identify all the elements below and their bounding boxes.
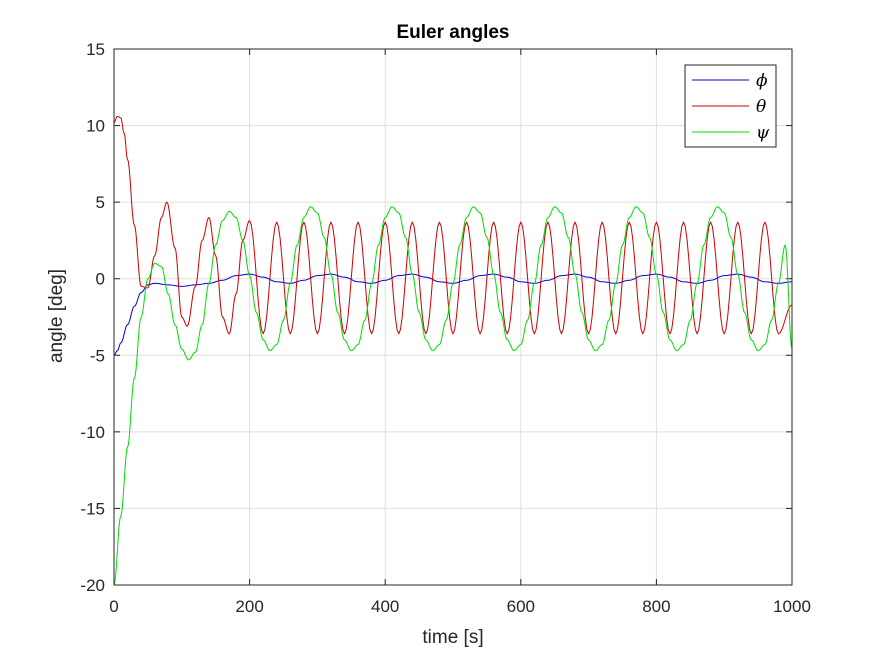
- legend: ϕθψ: [684, 64, 777, 148]
- x-tick-label: 800: [642, 597, 670, 616]
- y-tick-label: -20: [80, 576, 105, 595]
- y-tick-label: 5: [96, 193, 105, 212]
- y-tick-label: 15: [86, 40, 105, 59]
- series-line-psi: [113, 206, 793, 586]
- x-tick-label: 0: [109, 597, 118, 616]
- x-tick-label: 600: [507, 597, 535, 616]
- chart-title: Euler angles: [397, 22, 510, 43]
- y-tick-label: 0: [96, 270, 105, 289]
- series-line-phi: [113, 273, 793, 356]
- x-tick-label: 200: [235, 597, 263, 616]
- y-tick-label: -15: [80, 499, 105, 518]
- legend-label-theta: θ: [756, 97, 766, 117]
- tick-labels: 0 200 400 600 800 1000 -20 -15 -10 -5 0 5 10 15: [80, 40, 810, 616]
- x-axis-label: time [s]: [422, 627, 483, 648]
- legend-label-psi: ψ: [756, 123, 770, 143]
- legend-label-phi: ϕ: [756, 71, 768, 91]
- x-tick-label: 1000: [773, 597, 811, 616]
- y-tick-label: 10: [86, 117, 105, 136]
- y-tick-label: -10: [80, 423, 105, 442]
- y-axis-label: angle [deg]: [46, 269, 67, 363]
- x-tick-label: 400: [371, 597, 399, 616]
- plot-area: [114, 49, 792, 585]
- axes-box: [113, 48, 793, 586]
- y-tick-label: -5: [90, 346, 105, 365]
- series-lines: [113, 115, 793, 586]
